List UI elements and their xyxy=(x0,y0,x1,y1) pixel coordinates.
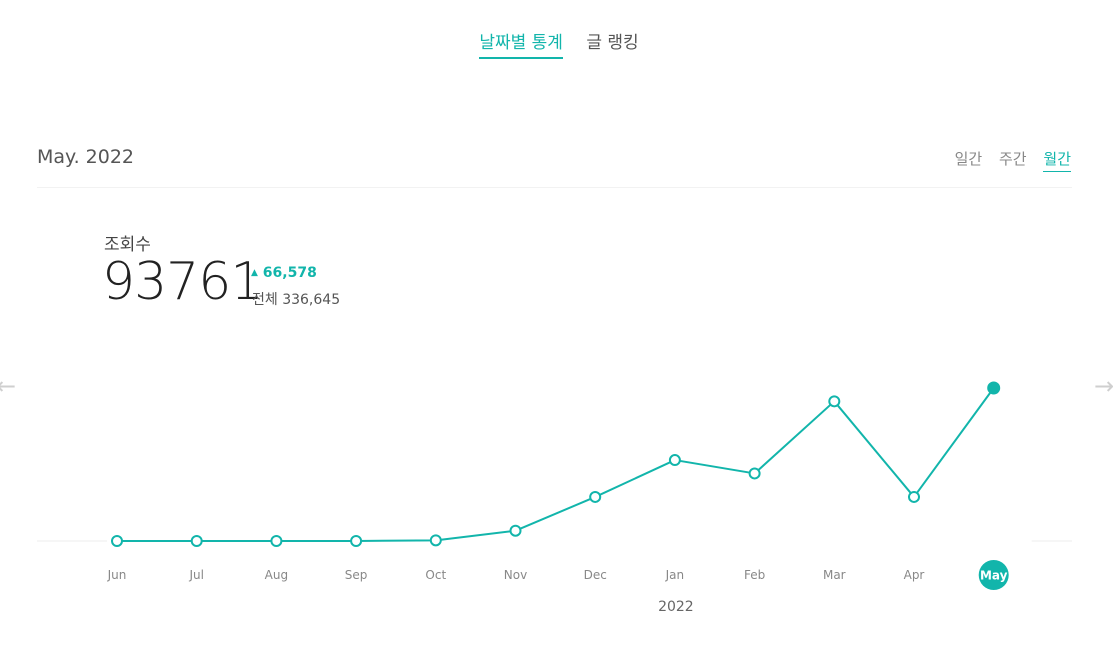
metric-delta: ▲ 66,578 xyxy=(251,265,317,281)
series-line xyxy=(117,387,995,542)
x-tick-label: Sep xyxy=(345,568,368,582)
data-point xyxy=(908,490,920,503)
data-point xyxy=(509,524,522,537)
x-tick-label: Nov xyxy=(504,568,527,582)
x-tick-label: Mar xyxy=(823,568,846,582)
tab-post-ranking[interactable]: 글 랭킹 xyxy=(586,33,639,53)
range-daily[interactable]: 일간 xyxy=(954,150,983,168)
x-tick-label: Dec xyxy=(584,568,607,582)
period-label: May. 2022 xyxy=(37,146,135,168)
x-tick-label: Jun xyxy=(107,568,127,582)
range-selector: 일간 주간 월간 xyxy=(943,148,1071,172)
arrow-left-icon[interactable]: ← xyxy=(0,372,17,400)
header-divider xyxy=(37,187,1072,188)
data-point xyxy=(429,534,442,547)
x-tick-label: Jan xyxy=(665,568,685,582)
data-point xyxy=(748,467,761,480)
range-weekly[interactable]: 주간 xyxy=(999,150,1027,168)
arrow-right-icon[interactable]: → xyxy=(1094,372,1115,400)
metric-label: 조회수 xyxy=(104,235,151,255)
x-tick-label: Oct xyxy=(425,568,446,582)
data-point xyxy=(987,381,1001,395)
metric-total: 전체 336,645 xyxy=(252,292,341,308)
data-point xyxy=(350,535,363,547)
metric-value: 93761 xyxy=(102,252,263,312)
metric-delta-value: 66,578 xyxy=(262,265,317,281)
data-point xyxy=(270,535,283,547)
data-point xyxy=(828,395,841,408)
data-point xyxy=(111,535,123,547)
x-axis-year-label: 2022 xyxy=(658,599,694,615)
stats-tabs: 날짜별 통계 글 랭킹 xyxy=(0,28,1118,59)
x-tick-label: Apr xyxy=(904,568,925,582)
x-tick-label: Feb xyxy=(744,568,765,582)
x-tick-label: May xyxy=(980,569,1008,583)
x-tick-highlight-badge xyxy=(978,560,1009,590)
tab-daily-stats[interactable]: 날짜별 통계 xyxy=(479,28,563,59)
data-point xyxy=(668,454,681,467)
x-tick-label: Jul xyxy=(188,568,203,582)
data-point xyxy=(190,535,203,547)
x-tick-label: Aug xyxy=(265,568,288,582)
data-point xyxy=(589,490,602,503)
triangle-up-icon: ▲ xyxy=(251,268,258,278)
range-monthly[interactable]: 월간 xyxy=(1043,148,1071,172)
